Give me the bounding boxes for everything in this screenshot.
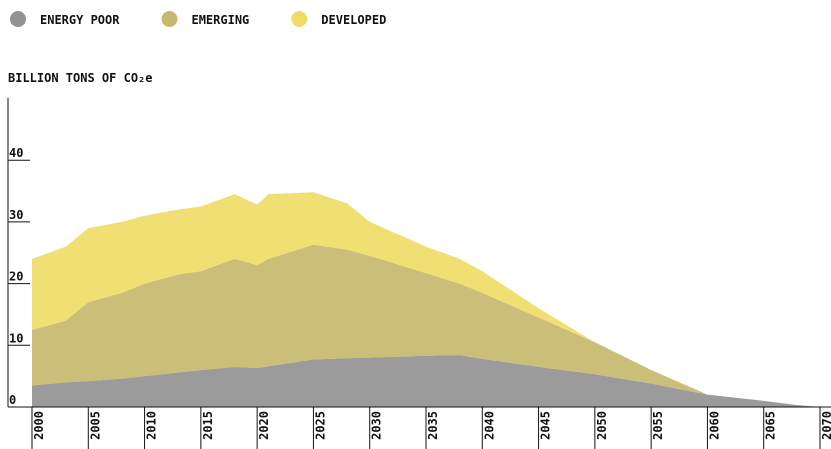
x-tick-label: 2010	[145, 411, 159, 440]
x-tick-label: 2070	[820, 411, 831, 440]
legend-swatch	[291, 11, 308, 27]
legend-label: ENERGY POOR	[40, 13, 120, 27]
x-tick-label: 2015	[201, 411, 215, 440]
legend-swatch	[10, 11, 26, 27]
x-tick-label: 2050	[595, 411, 609, 440]
area	[32, 192, 820, 407]
x-tick-label: 2020	[257, 411, 271, 440]
x-tick-label: 2055	[651, 411, 665, 440]
x-tick-label: 2000	[32, 411, 46, 440]
legend-label: DEVELOPED	[321, 13, 386, 27]
x-tick-label: 2065	[764, 411, 778, 440]
y-axis-label: BILLION TONS OF CO₂e	[8, 71, 153, 85]
legend-swatch	[161, 11, 178, 27]
x-tick-label: 2005	[88, 411, 102, 440]
y-tick-label: 0	[9, 393, 16, 407]
area	[32, 355, 820, 407]
x-tick-label: 2060	[707, 411, 721, 440]
x-tick-label: 2040	[482, 411, 496, 440]
x-tick-label: 2030	[370, 411, 384, 440]
x-tick-label: 2025	[313, 411, 327, 440]
x-tick-label: 2045	[539, 411, 553, 440]
x-tick-label: 2035	[426, 411, 440, 440]
y-tick-label: 30	[9, 208, 23, 222]
area	[32, 244, 820, 407]
y-tick-label: 10	[9, 331, 23, 345]
y-tick-label: 40	[9, 146, 23, 160]
legend-label: EMERGING	[191, 13, 249, 27]
y-tick-label: 20	[9, 270, 23, 284]
